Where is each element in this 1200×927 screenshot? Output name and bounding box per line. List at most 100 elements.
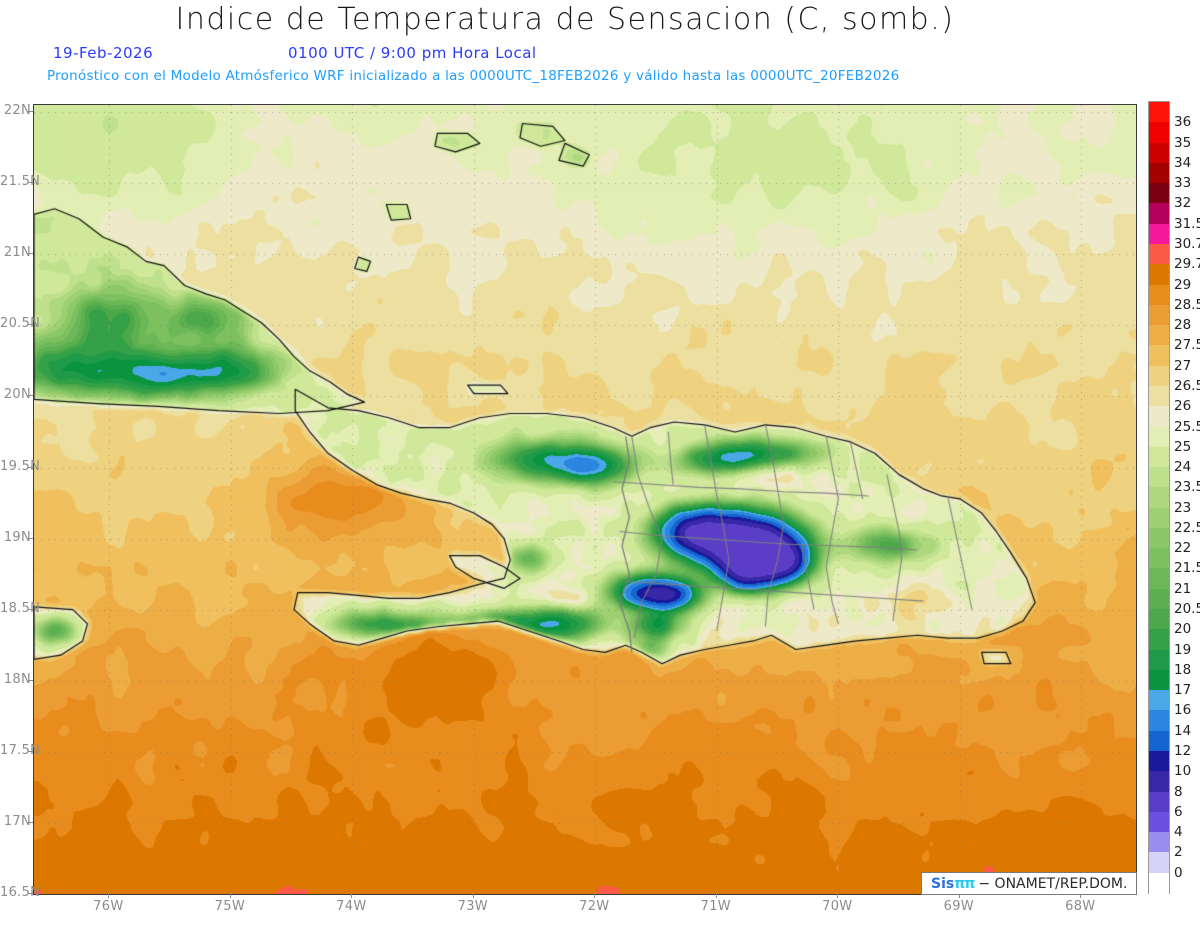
colorbar-tick-label: 21.5 bbox=[1174, 560, 1200, 577]
colorbar-swatch bbox=[1149, 690, 1169, 712]
colorbar-swatch bbox=[1149, 832, 1169, 854]
forecast-date: 19-Feb-2026 bbox=[53, 44, 154, 62]
lat-tick-label: 18N bbox=[3, 671, 31, 687]
colorbar-tick-label: 28 bbox=[1174, 317, 1192, 334]
colorbar-swatch bbox=[1149, 345, 1169, 367]
lat-tick-label: 20.5N bbox=[0, 316, 41, 332]
colorbar-swatch bbox=[1149, 487, 1169, 509]
colorbar-tick-label: 22.5 bbox=[1174, 519, 1200, 536]
lat-tick-label: 22N bbox=[3, 103, 31, 119]
lon-tick-mark bbox=[108, 893, 110, 898]
colorbar-tick-label: 28.5 bbox=[1174, 296, 1200, 313]
colorbar-tick-label: 8 bbox=[1174, 783, 1183, 800]
colorbar-tick-label: 2 bbox=[1174, 844, 1183, 861]
colorbar-tick-label: 26 bbox=[1174, 398, 1192, 415]
colorbar-swatch bbox=[1149, 669, 1169, 691]
colorbar bbox=[1148, 101, 1170, 894]
lat-tick-label: 18.5N bbox=[0, 600, 41, 616]
colorbar-swatch bbox=[1149, 304, 1169, 326]
lon-tick-label: 68W bbox=[1065, 899, 1096, 914]
colorbar-swatch bbox=[1149, 325, 1169, 346]
colorbar-swatch bbox=[1149, 852, 1169, 874]
colorbar-tick-label: 4 bbox=[1174, 824, 1183, 841]
colorbar-swatch bbox=[1149, 385, 1169, 407]
logo-org-text: − ONAMET/REP.DOM. bbox=[978, 875, 1128, 892]
colorbar-swatch bbox=[1149, 243, 1169, 265]
lat-tick-label: 17N bbox=[3, 813, 31, 829]
lat-tick-label: 16.5N bbox=[0, 885, 41, 900]
page-title: Indice de Temperatura de Sensacion (C, s… bbox=[175, 2, 955, 37]
colorbar-tick-label: 33 bbox=[1174, 175, 1192, 192]
lon-tick-label: 69W bbox=[943, 899, 974, 914]
colorbar-swatch bbox=[1149, 730, 1169, 752]
map-frame[interactable] bbox=[33, 104, 1137, 895]
colorbar-swatch bbox=[1149, 710, 1169, 732]
colorbar-swatch bbox=[1149, 122, 1169, 144]
lon-tick-mark bbox=[837, 893, 839, 898]
colorbar-tick-label: 0 bbox=[1174, 864, 1183, 881]
lon-tick-mark bbox=[351, 893, 353, 898]
lon-tick-label: 72W bbox=[579, 899, 610, 914]
colorbar-tick-label: 27.5 bbox=[1174, 337, 1200, 354]
colorbar-tick-label: 20.5 bbox=[1174, 601, 1200, 618]
lon-tick-label: 76W bbox=[93, 899, 124, 914]
lat-tick-label: 19.5N bbox=[0, 458, 41, 474]
lat-tick-mark bbox=[28, 395, 33, 397]
lat-tick-mark bbox=[28, 608, 33, 610]
colorbar-swatch bbox=[1149, 751, 1169, 772]
attribution-badge: Sis ππ − ONAMET/REP.DOM. bbox=[921, 872, 1138, 895]
colorbar-tick-label: 35 bbox=[1174, 134, 1192, 151]
colorbar-swatch bbox=[1149, 467, 1169, 488]
lon-tick-label: 71W bbox=[700, 899, 731, 914]
colorbar-swatch bbox=[1149, 609, 1169, 630]
colorbar-swatch bbox=[1149, 183, 1169, 204]
colorbar-swatch bbox=[1149, 527, 1169, 549]
lon-tick-label: 73W bbox=[457, 899, 488, 914]
lat-tick-label: 21.5N bbox=[0, 174, 41, 190]
colorbar-swatch bbox=[1149, 791, 1169, 813]
colorbar-tick-label: 29.7 bbox=[1174, 256, 1200, 273]
colorbar-swatch bbox=[1149, 811, 1169, 833]
colorbar-swatch bbox=[1149, 203, 1169, 225]
lat-tick-mark bbox=[28, 111, 33, 113]
lon-tick-mark bbox=[715, 893, 717, 898]
lat-tick-mark bbox=[28, 821, 33, 823]
logo-sis-text: Sis bbox=[931, 875, 955, 892]
colorbar-swatch bbox=[1149, 771, 1169, 793]
colorbar-swatch bbox=[1149, 284, 1169, 306]
colorbar-tick-label: 23 bbox=[1174, 499, 1192, 516]
colorbar-swatch bbox=[1149, 568, 1169, 590]
lon-tick-mark bbox=[472, 893, 474, 898]
colorbar-tick-label: 16 bbox=[1174, 702, 1192, 719]
colorbar-swatch bbox=[1149, 548, 1169, 570]
lon-tick-mark bbox=[594, 893, 596, 898]
lon-tick-label: 74W bbox=[336, 899, 367, 914]
lon-tick-label: 70W bbox=[822, 899, 853, 914]
colorbar-swatch bbox=[1149, 264, 1169, 286]
lat-tick-mark bbox=[28, 679, 33, 681]
colorbar-tick-label: 25.5 bbox=[1174, 418, 1200, 435]
colorbar-swatch bbox=[1149, 872, 1169, 894]
colorbar-swatch bbox=[1149, 507, 1169, 529]
colorbar-tick-label: 21 bbox=[1174, 580, 1192, 597]
colorbar-tick-label: 30.7 bbox=[1174, 235, 1200, 252]
colorbar-tick-label: 18 bbox=[1174, 661, 1192, 678]
colorbar-swatch bbox=[1149, 426, 1169, 448]
colorbar-tick-label: 17 bbox=[1174, 682, 1192, 699]
colorbar-tick-label: 6 bbox=[1174, 803, 1183, 820]
colorbar-tick-label: 34 bbox=[1174, 154, 1192, 171]
colorbar-tick-label: 32 bbox=[1174, 195, 1192, 212]
lat-tick-mark bbox=[28, 182, 33, 184]
colorbar-swatch bbox=[1149, 365, 1169, 387]
temperature-heatmap bbox=[34, 105, 1136, 894]
colorbar-tick-label: 36 bbox=[1174, 114, 1192, 131]
lon-tick-mark bbox=[1080, 893, 1082, 898]
colorbar-tick-label: 27 bbox=[1174, 357, 1192, 374]
colorbar-tick-label: 25 bbox=[1174, 438, 1192, 455]
lat-tick-mark bbox=[28, 253, 33, 255]
lat-tick-mark bbox=[28, 750, 33, 752]
lat-tick-label: 21N bbox=[3, 245, 31, 261]
lat-tick-label: 17.5N bbox=[0, 742, 41, 758]
lat-tick-label: 19N bbox=[3, 529, 31, 545]
lon-tick-label: 75W bbox=[214, 899, 245, 914]
